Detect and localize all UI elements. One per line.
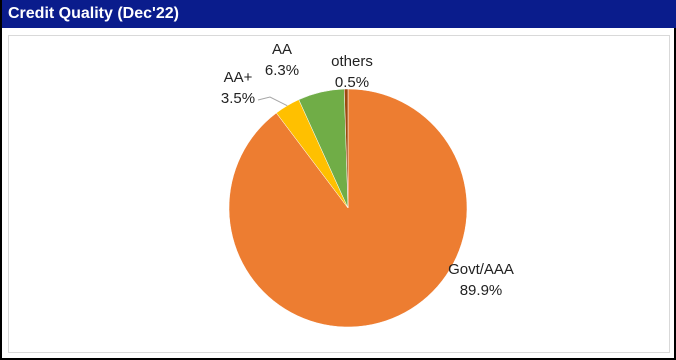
pie-labels: Govt/AAA 89.9% AA+ 3.5% AA 6.3% others 0.5% <box>221 41 514 299</box>
leader-line <box>257 96 288 107</box>
slice-label: others <box>331 53 373 70</box>
panel-title: Credit Quality (Dec'22) <box>2 0 676 28</box>
slice-value-label: 89.9% <box>460 282 503 299</box>
pie-slices <box>228 88 468 328</box>
slice-label: AA <box>272 41 292 58</box>
slice-value-label: 0.5% <box>335 74 369 91</box>
pie-slice-others <box>344 88 349 209</box>
slice-label: Govt/AAA <box>448 261 514 278</box>
slice-value-label: 6.3% <box>265 62 299 79</box>
slice-label: AA+ <box>224 69 253 86</box>
slice-value-label: 3.5% <box>221 90 255 107</box>
